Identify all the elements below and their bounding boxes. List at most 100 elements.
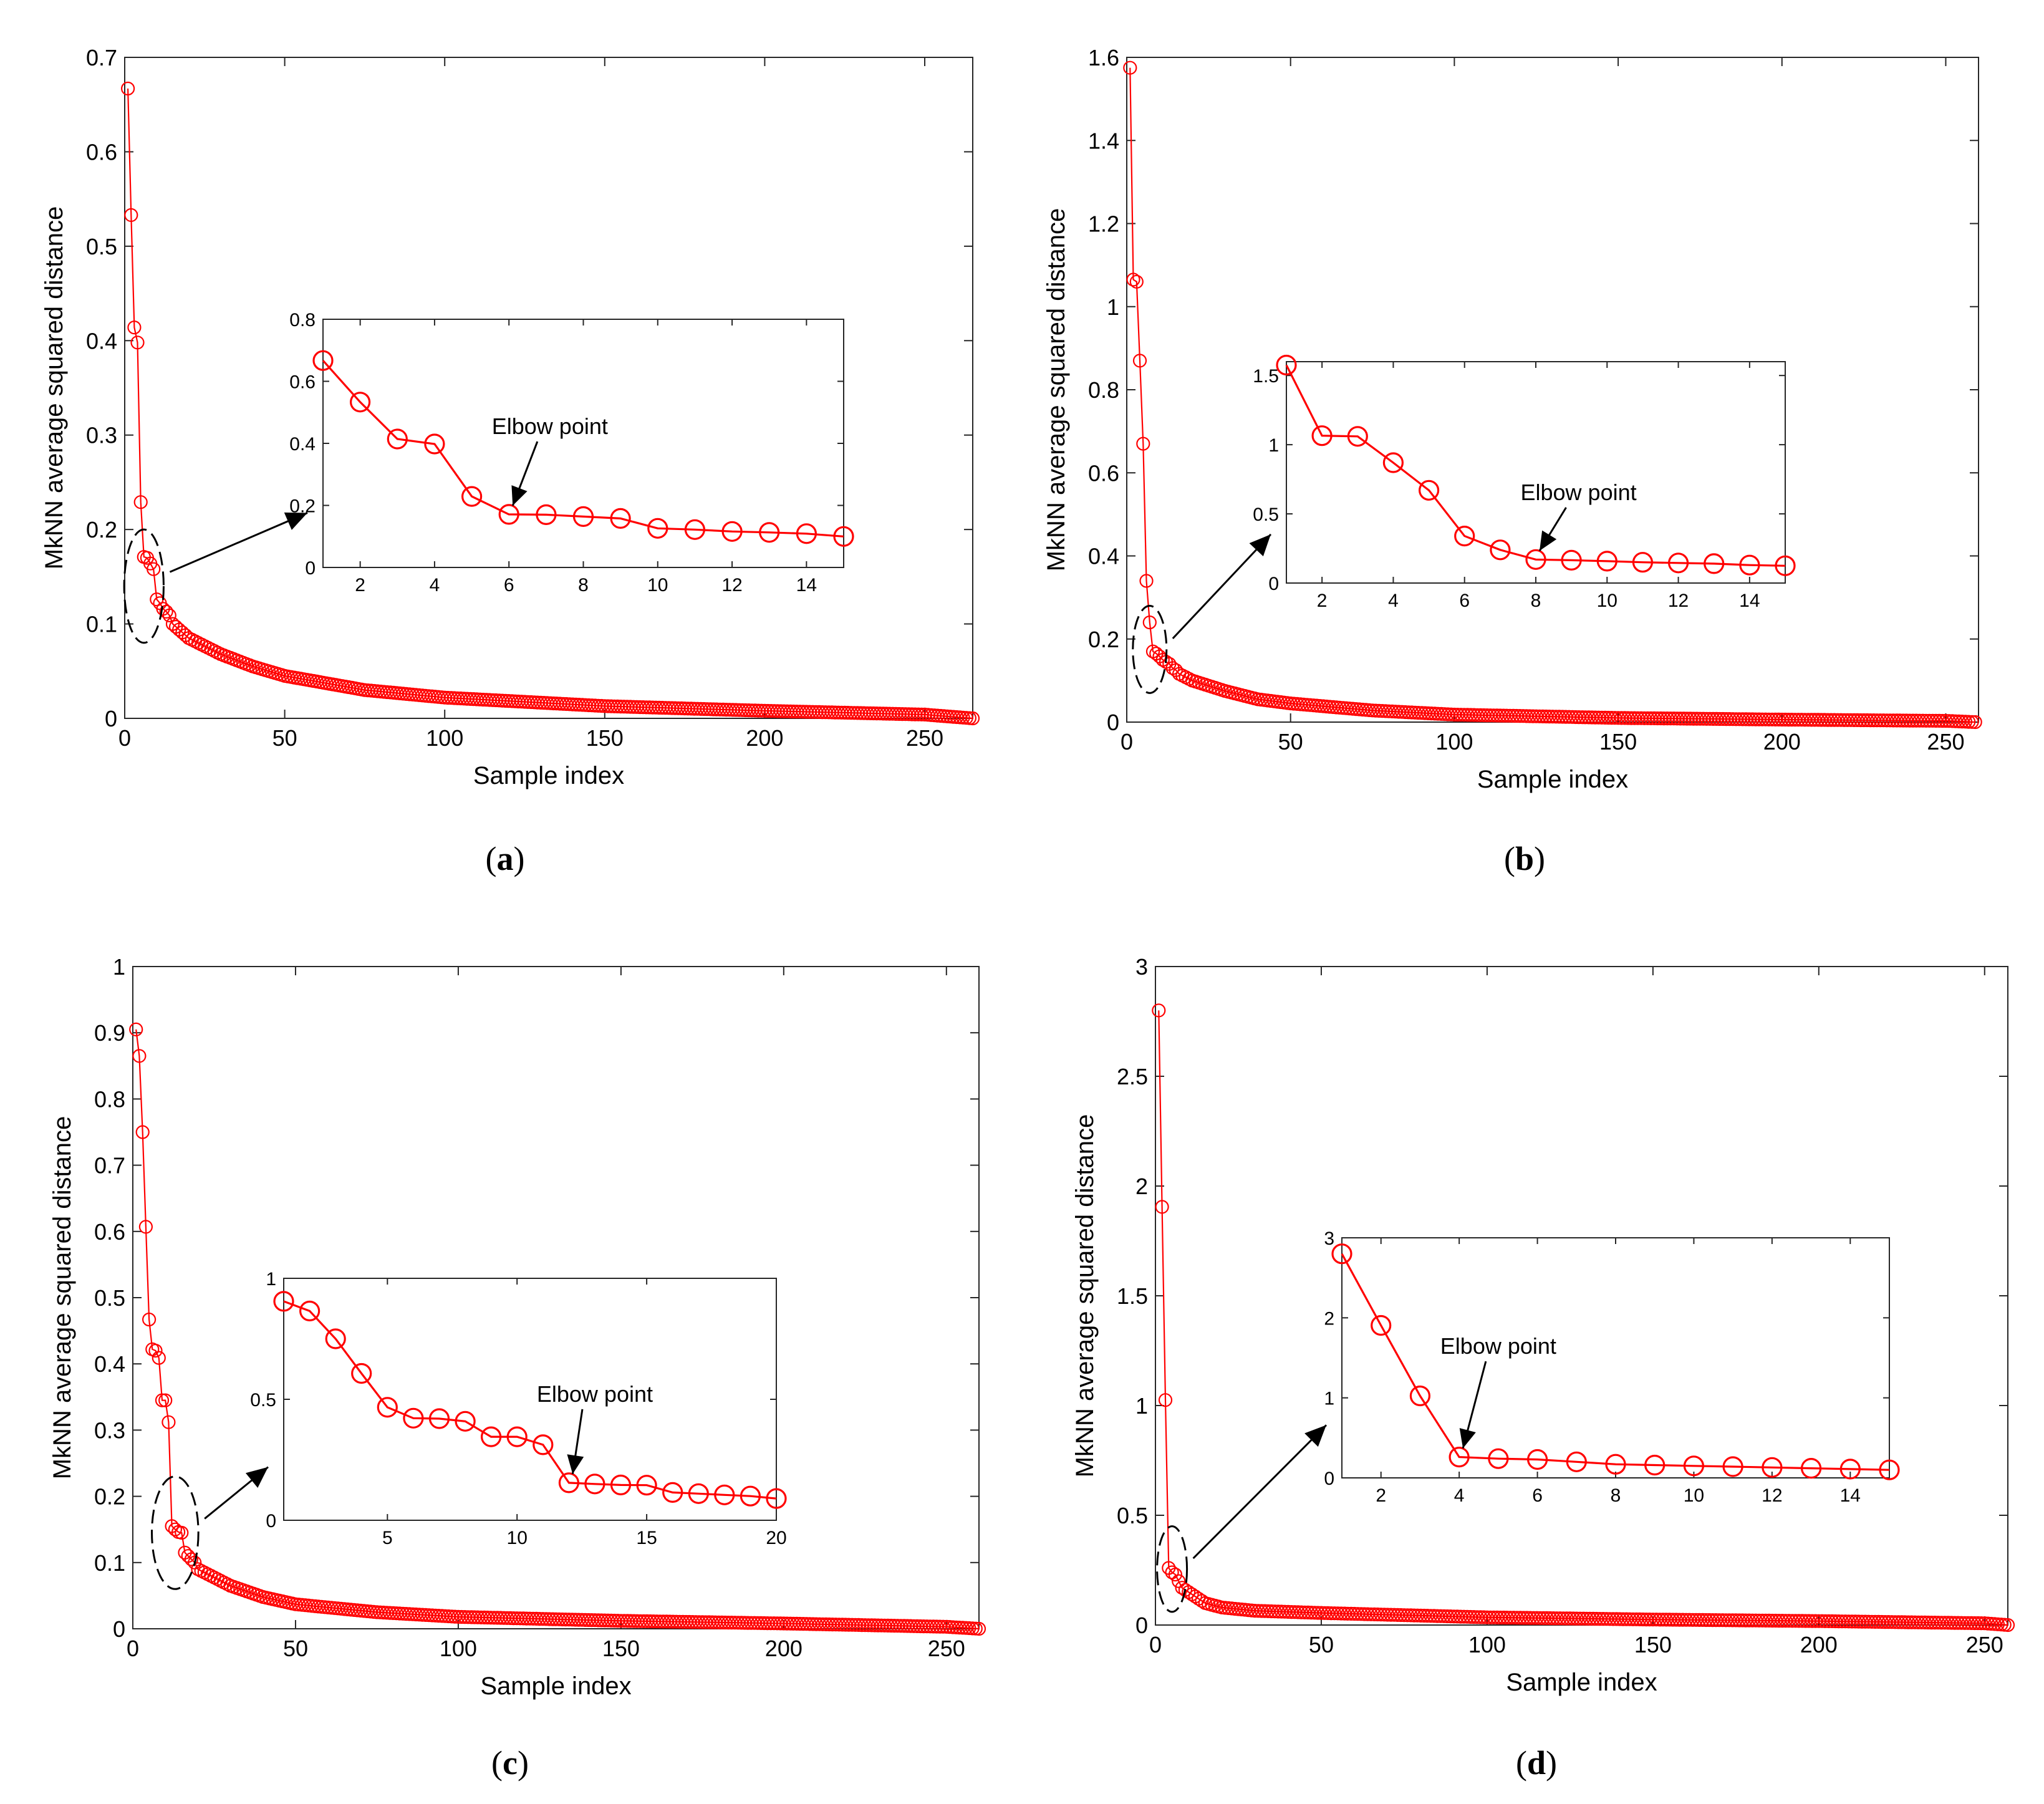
panel-d-data-point — [1381, 1608, 1395, 1622]
caption-paren-close: ) — [1534, 840, 1545, 877]
panel-d-data-point — [1861, 1614, 1876, 1629]
panel-d-data-point — [1834, 1614, 1849, 1629]
panel-d-data-point — [1579, 1611, 1594, 1626]
panel-d-data-point — [1821, 1614, 1836, 1628]
panel-b-data-point — [1450, 707, 1465, 722]
panel-d-data-point — [1457, 1609, 1471, 1624]
panel-b-data-point — [1584, 710, 1599, 725]
panel-b-inset-xtick-label: 4 — [1388, 591, 1399, 611]
panel-a-inset-data-point — [536, 504, 557, 526]
panel-d-data-point — [1957, 1616, 1972, 1630]
panel-d-data-point — [1165, 1565, 1179, 1580]
panel-b-inset-data-point — [1596, 551, 1617, 572]
panel-a-ytick-label: 0.5 — [86, 234, 117, 259]
panel-c-zoom-region-ellipse — [151, 1475, 200, 1590]
panel-d-data-point — [1656, 1613, 1670, 1627]
panel-c-inset-data-point — [299, 1300, 321, 1321]
panel-d-data-point — [1805, 1614, 1820, 1628]
panel-a-ytick-label: 0.4 — [86, 328, 117, 354]
panel-b-ytick-label: 0.8 — [1088, 377, 1119, 403]
panel-d-data-point — [1798, 1614, 1813, 1628]
panel-d-data-point — [1487, 1610, 1501, 1624]
panel-a-caption: (a) — [486, 840, 525, 877]
panel-d-data-point — [1281, 1604, 1295, 1619]
panel-d-data-point — [1924, 1616, 1939, 1630]
panel-d-xtick-label: 0 — [1149, 1632, 1162, 1657]
caption-paren-close: ) — [514, 840, 525, 877]
panel-b-inset-data-point — [1704, 553, 1725, 574]
panel-d-data-point — [1762, 1613, 1776, 1628]
panel-a-inset-data-point — [833, 526, 854, 547]
panel-a-inset-xtick-label: 6 — [504, 575, 514, 596]
panel-d-data-point — [1603, 1612, 1617, 1626]
panel-d-data-point — [1444, 1609, 1458, 1624]
panel-d-data-point — [1351, 1607, 1365, 1621]
panel-d-data-point — [1400, 1608, 1415, 1623]
panel-c-ytick-label: 0.8 — [94, 1086, 125, 1112]
panel-d-data-point — [1407, 1608, 1421, 1623]
panel-d-data-point — [1251, 1604, 1266, 1618]
panel-d-data-point — [1947, 1616, 1962, 1630]
panel-d-data-point — [1424, 1609, 1438, 1623]
panel-a-inset-xtick-label: 12 — [721, 575, 742, 596]
panel-b-data-point — [1834, 713, 1848, 727]
panel-b-data-point — [1706, 711, 1720, 726]
caption-letter: b — [1515, 840, 1534, 877]
panel-d-data-point — [1788, 1614, 1803, 1628]
panel-c-data-point — [184, 1552, 198, 1566]
panel-a-inset-data-point — [647, 518, 668, 539]
panel-d-data-point — [1364, 1607, 1378, 1621]
panel-d-data-point — [1854, 1614, 1869, 1629]
panel-a-data-point — [130, 335, 145, 350]
panel-b-inset-data-point — [1525, 549, 1546, 570]
panel-d-data-point — [1285, 1605, 1299, 1619]
panel-b-inset-data-point — [1347, 426, 1368, 447]
panel-a-inset-plot-frame — [322, 319, 844, 568]
panel-d-data-point — [1838, 1614, 1853, 1629]
panel-d-xtick-label: 50 — [1309, 1632, 1334, 1657]
panel-d-data-point — [1500, 1611, 1514, 1625]
panel-c-elbow-label: Elbow point — [537, 1381, 653, 1407]
panel-c-inset-ytick-label: 1 — [266, 1269, 276, 1290]
panel-d-inset-plot-frame — [1341, 1237, 1890, 1478]
panel-d-data-point — [1808, 1614, 1823, 1628]
panel-a-inset-data-point — [461, 486, 483, 507]
panel-d-data-point — [1397, 1608, 1411, 1623]
panel-d-data-point — [1546, 1611, 1561, 1626]
panel-d-data-point — [1377, 1608, 1392, 1622]
panel-d-data-point — [1404, 1608, 1418, 1623]
panel-a-inset-data-point — [312, 350, 334, 371]
panel-b-data-point — [1670, 711, 1684, 726]
panel-d-data-point — [1785, 1614, 1800, 1628]
panel-b-data-point — [1139, 574, 1154, 588]
panel-d-inset-data-point — [1683, 1455, 1704, 1477]
panel-a-data-point — [127, 320, 142, 335]
panel-d-data-point — [1878, 1615, 1892, 1629]
panel-d-data-point — [1275, 1604, 1289, 1619]
panel-d-data-point — [1533, 1611, 1548, 1625]
panel-b-zoom-region-ellipse — [1132, 604, 1168, 694]
panel-a-data-point — [965, 711, 980, 726]
panel-c-inset-data-point — [403, 1407, 424, 1429]
panel-a-ytick-label: 0.2 — [86, 517, 117, 543]
panel-d-data-point — [1732, 1613, 1747, 1628]
panel-b-inset-plot-frame — [1286, 361, 1786, 584]
panel-d-data-point — [1354, 1607, 1368, 1621]
panel-d-inset-xtick-label: 10 — [1684, 1485, 1704, 1506]
panel-d-data-point — [1440, 1609, 1455, 1624]
panel-d-data-point — [1646, 1613, 1660, 1627]
panel-d-data-point — [1490, 1610, 1504, 1624]
panel-d-data-point — [1828, 1614, 1843, 1629]
panel-b-data-point — [1627, 711, 1642, 725]
panel-d-data-point — [1967, 1616, 1982, 1631]
panel-d-inset-data-point — [1488, 1448, 1509, 1469]
panel-d-inset-ytick-label: 0 — [1324, 1469, 1334, 1489]
panel-c-elbow-arrow-head — [567, 1454, 584, 1474]
panel-d-data-point — [1772, 1614, 1786, 1628]
panel-d-data-point — [1619, 1612, 1634, 1626]
panel-d-data-point — [1586, 1611, 1601, 1626]
panel-d-data-point — [1795, 1614, 1810, 1628]
panel-d-inset-data-point — [1566, 1451, 1587, 1472]
panel-d-data-point — [1815, 1614, 1829, 1628]
caption-letter: a — [497, 840, 514, 877]
